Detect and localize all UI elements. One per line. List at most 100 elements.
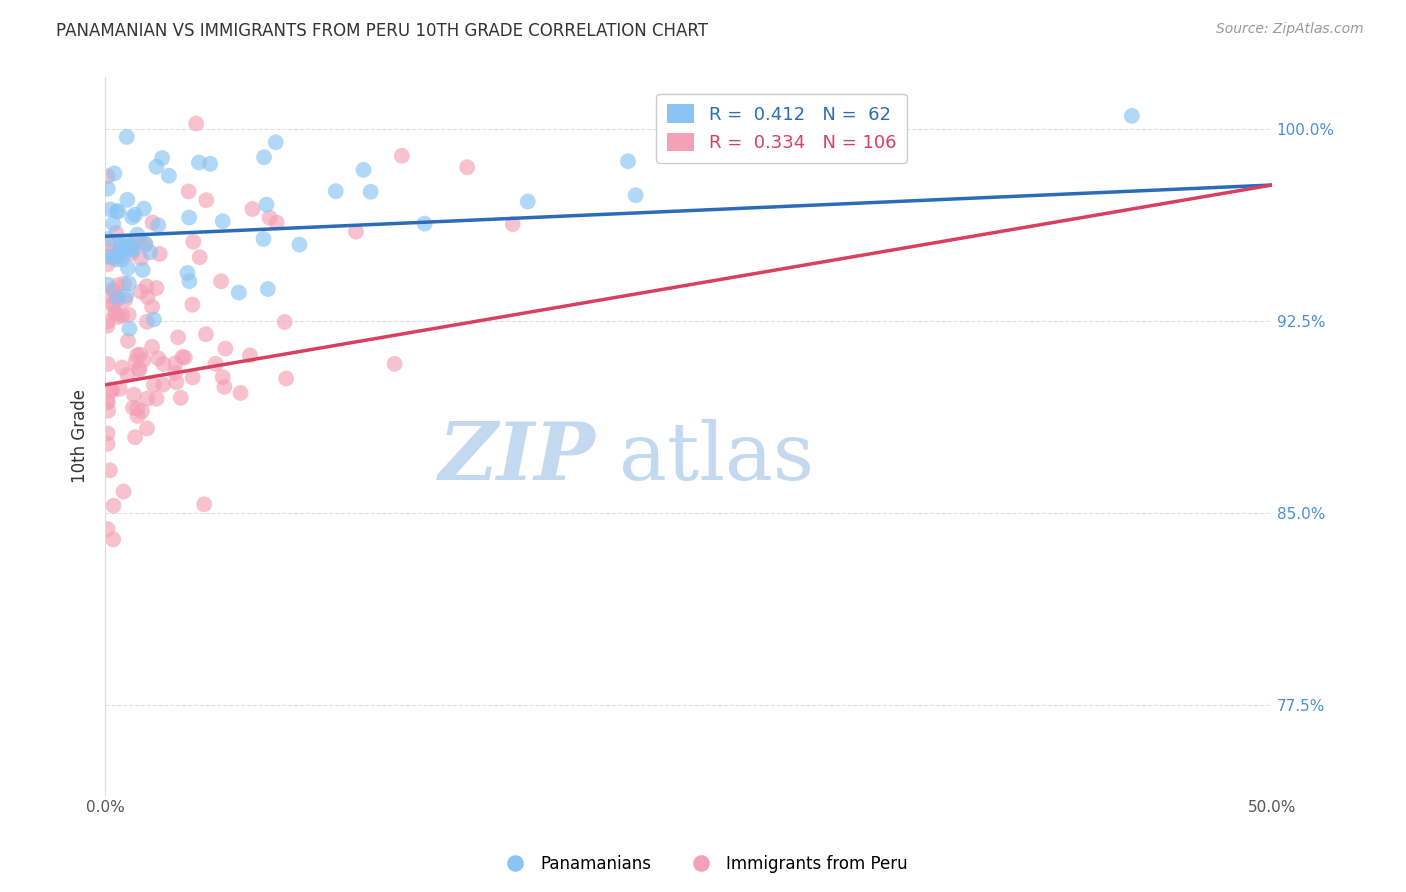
- Point: [122, 387, 145, 401]
- Point: [105, 249, 128, 263]
- Point: [204, 357, 226, 371]
- Point: [167, 330, 190, 344]
- Point: [129, 285, 152, 299]
- Point: [228, 285, 250, 300]
- Point: [266, 216, 288, 230]
- Point: [141, 340, 163, 354]
- Y-axis label: 10th Grade: 10th Grade: [72, 389, 89, 483]
- Point: [118, 308, 141, 322]
- Point: [96, 250, 118, 264]
- Point: [124, 430, 146, 444]
- Point: [211, 370, 233, 384]
- Point: [100, 383, 122, 397]
- Point: [127, 348, 149, 362]
- Point: [120, 238, 142, 252]
- Point: [165, 375, 187, 389]
- Point: [97, 277, 120, 292]
- Point: [107, 292, 129, 306]
- Point: [107, 310, 129, 324]
- Point: [170, 391, 193, 405]
- Point: [152, 377, 174, 392]
- Point: [456, 161, 478, 175]
- Point: [229, 386, 252, 401]
- Point: [193, 497, 215, 511]
- Point: [107, 278, 129, 293]
- Point: [183, 235, 205, 249]
- Point: [127, 401, 149, 416]
- Point: [179, 211, 201, 225]
- Point: [110, 237, 132, 252]
- Point: [122, 401, 145, 415]
- Point: [360, 185, 382, 199]
- Point: [124, 354, 146, 368]
- Point: [142, 377, 165, 392]
- Point: [110, 244, 132, 258]
- Point: [256, 197, 278, 211]
- Point: [107, 204, 129, 219]
- Point: [198, 157, 221, 171]
- Point: [131, 404, 153, 418]
- Point: [142, 312, 165, 326]
- Point: [120, 243, 142, 257]
- Point: [97, 403, 120, 417]
- Point: [165, 366, 187, 380]
- Point: [209, 274, 232, 288]
- Point: [96, 437, 118, 451]
- Point: [214, 342, 236, 356]
- Point: [103, 499, 125, 513]
- Point: [624, 188, 647, 202]
- Point: [172, 350, 194, 364]
- Point: [139, 245, 162, 260]
- Point: [165, 356, 187, 370]
- Point: [105, 226, 128, 240]
- Point: [253, 150, 276, 164]
- Point: [177, 185, 200, 199]
- Point: [173, 351, 195, 365]
- Point: [186, 117, 208, 131]
- Point: [96, 394, 118, 409]
- Point: [131, 263, 153, 277]
- Point: [1121, 109, 1143, 123]
- Legend: R =  0.412   N =  62, R =  0.334   N = 106: R = 0.412 N = 62, R = 0.334 N = 106: [657, 94, 907, 163]
- Point: [103, 217, 125, 231]
- Point: [114, 293, 136, 307]
- Point: [141, 300, 163, 314]
- Point: [112, 277, 135, 291]
- Point: [111, 308, 134, 322]
- Point: [214, 380, 236, 394]
- Point: [98, 463, 121, 477]
- Point: [110, 238, 132, 252]
- Text: Source: ZipAtlas.com: Source: ZipAtlas.com: [1216, 22, 1364, 37]
- Point: [117, 368, 139, 382]
- Point: [118, 277, 141, 291]
- Point: [353, 162, 375, 177]
- Point: [384, 357, 406, 371]
- Point: [105, 290, 128, 304]
- Point: [96, 257, 118, 271]
- Point: [96, 169, 118, 183]
- Point: [101, 296, 124, 310]
- Point: [110, 249, 132, 263]
- Point: [104, 307, 127, 321]
- Point: [134, 236, 156, 251]
- Point: [413, 217, 436, 231]
- Point: [103, 166, 125, 180]
- Point: [101, 384, 124, 398]
- Point: [288, 237, 311, 252]
- Point: [115, 129, 138, 144]
- Text: ZIP: ZIP: [439, 419, 595, 496]
- Point: [111, 360, 134, 375]
- Point: [325, 184, 347, 198]
- Point: [96, 426, 118, 441]
- Point: [181, 370, 204, 384]
- Point: [96, 395, 118, 409]
- Point: [108, 382, 131, 396]
- Point: [252, 232, 274, 246]
- Point: [115, 235, 138, 249]
- Point: [122, 243, 145, 257]
- Point: [129, 348, 152, 362]
- Point: [127, 409, 149, 423]
- Point: [96, 315, 118, 329]
- Point: [157, 169, 180, 183]
- Point: [176, 266, 198, 280]
